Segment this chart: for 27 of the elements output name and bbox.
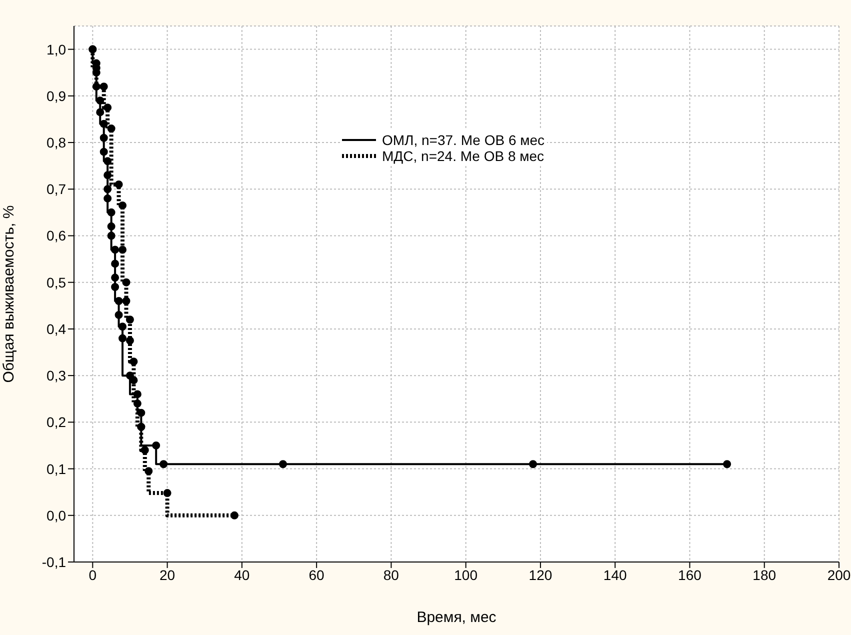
x-tick-label: 200	[827, 566, 851, 583]
x-tick-label: 0	[88, 566, 97, 583]
y-tick-label: 0,0	[46, 507, 66, 524]
legend-label: ОМЛ, n=37. Ме ОВ 6 мес	[382, 132, 545, 148]
y-tick-label: 1,0	[46, 41, 66, 58]
y-tick-label: 0,6	[46, 228, 66, 244]
y-tick-label: 0,5	[46, 274, 66, 290]
y-tick-label: 0,4	[46, 320, 66, 337]
x-tick-label: 40	[234, 566, 250, 583]
y-tick-label: 0,3	[46, 368, 66, 384]
x-tick-label: 180	[752, 566, 776, 583]
y-tick-label: 0,2	[46, 414, 66, 430]
x-tick-label: 140	[603, 566, 627, 583]
y-tick-label: -0,1	[42, 554, 66, 570]
x-tick-label: 60	[308, 566, 325, 583]
y-axis-title: Общая выживаемость, %	[0, 205, 18, 383]
y-tick-label: 0,7	[46, 181, 66, 198]
y-tick-label: 0,9	[46, 88, 66, 104]
x-tick-label: 120	[528, 566, 552, 583]
y-tick-label: 0,1	[46, 460, 66, 477]
x-axis-title: Время, мес	[416, 609, 497, 626]
x-tick-label: 160	[678, 566, 702, 583]
x-tick-label: 20	[160, 566, 176, 583]
x-tick-label: 100	[454, 566, 478, 583]
y-tick-label: 0,8	[46, 134, 66, 150]
x-tick-label: 80	[383, 566, 400, 583]
legend-label: МДС, n=24. Ме ОВ 8 мес	[382, 148, 544, 164]
